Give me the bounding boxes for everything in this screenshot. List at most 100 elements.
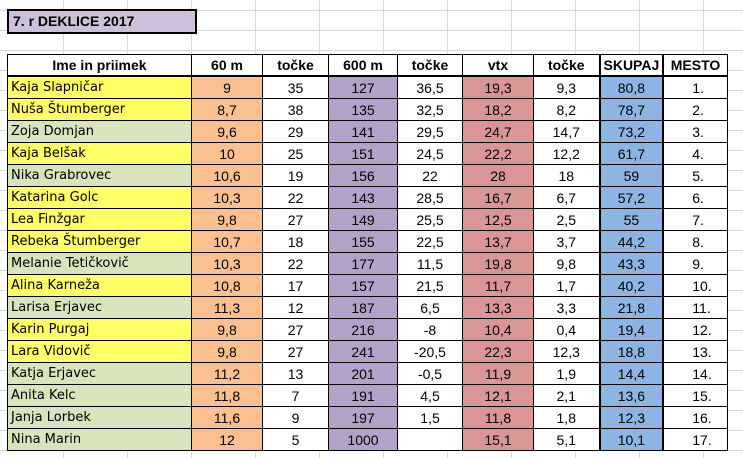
cell-skupaj[interactable]: 43,3	[598, 252, 665, 275]
cell-name[interactable]: Lara Vidovič	[7, 340, 192, 363]
cell-points-60m[interactable]: 27	[262, 208, 329, 231]
cell-points-60m[interactable]: 29	[262, 120, 329, 143]
cell-points-60m[interactable]: 27	[262, 318, 329, 341]
cell-points-60m[interactable]: 12	[262, 296, 329, 319]
cell-points-60m[interactable]: 22	[262, 252, 329, 275]
cell-60m[interactable]: 11,8	[191, 384, 263, 407]
cell-points-vtx[interactable]: 9,3	[533, 75, 600, 99]
cell-60m[interactable]: 12	[191, 428, 263, 451]
cell-vtx[interactable]: 12,5	[462, 208, 534, 231]
cell-points-vtx[interactable]: 3,3	[533, 296, 600, 319]
cell-vtx[interactable]: 22,2	[462, 142, 534, 165]
cell-60m[interactable]: 9,8	[191, 340, 263, 363]
cell-points-vtx[interactable]: 1,9	[533, 362, 600, 385]
cell-skupaj[interactable]: 78,7	[598, 98, 665, 121]
cell-mesto[interactable]: 14.	[662, 362, 728, 385]
header-name[interactable]: Ime in priimek	[7, 54, 192, 77]
cell-name[interactable]: Janja Lorbek	[7, 406, 192, 429]
cell-skupaj[interactable]: 55	[598, 208, 665, 231]
cell-skupaj[interactable]: 14,4	[598, 362, 665, 385]
cell-mesto[interactable]: 1.	[662, 75, 728, 99]
cell-60m[interactable]: 9,6	[191, 120, 263, 143]
cell-60m[interactable]: 9	[191, 75, 263, 99]
cell-skupaj[interactable]: 40,2	[598, 274, 665, 297]
cell-points-vtx[interactable]: 2,1	[533, 384, 600, 407]
cell-points-600m[interactable]: -20,5	[397, 340, 463, 363]
cell-mesto[interactable]: 10.	[662, 274, 728, 297]
cell-600m[interactable]: 156	[328, 164, 398, 187]
cell-points-600m[interactable]: 36,5	[397, 75, 463, 99]
cell-skupaj[interactable]: 73,2	[598, 120, 665, 143]
cell-600m[interactable]: 1000	[328, 428, 398, 451]
cell-points-600m[interactable]: 22	[397, 164, 463, 187]
cell-60m[interactable]: 10,6	[191, 164, 263, 187]
cell-points-60m[interactable]: 25	[262, 142, 329, 165]
cell-vtx[interactable]: 11,7	[462, 274, 534, 297]
cell-mesto[interactable]: 6.	[662, 186, 728, 209]
cell-600m[interactable]: 149	[328, 208, 398, 231]
cell-points-600m[interactable]: 1,5	[397, 406, 463, 429]
cell-vtx[interactable]: 19,8	[462, 252, 534, 275]
cell-name[interactable]: Nuša Štumberger	[7, 98, 192, 121]
cell-mesto[interactable]: 7.	[662, 208, 728, 231]
cell-60m[interactable]: 11,6	[191, 406, 263, 429]
cell-points-600m[interactable]: 22,5	[397, 230, 463, 253]
cell-points-600m[interactable]	[397, 428, 463, 451]
cell-mesto[interactable]: 5.	[662, 164, 728, 187]
cell-points-600m[interactable]: 4,5	[397, 384, 463, 407]
cell-points-vtx[interactable]: 1,7	[533, 274, 600, 297]
cell-60m[interactable]: 10,8	[191, 274, 263, 297]
cell-600m[interactable]: 197	[328, 406, 398, 429]
cell-name[interactable]: Kaja Belšak	[7, 142, 192, 165]
header-points-60m[interactable]: točke	[262, 54, 329, 77]
cell-points-60m[interactable]: 19	[262, 164, 329, 187]
cell-vtx[interactable]: 11,8	[462, 406, 534, 429]
cell-600m[interactable]: 135	[328, 98, 398, 121]
header-skupaj[interactable]: SKUPAJ	[598, 54, 665, 77]
cell-name[interactable]: Melanie Tetičkovič	[7, 252, 192, 275]
cell-mesto[interactable]: 4.	[662, 142, 728, 165]
cell-vtx[interactable]: 12,1	[462, 384, 534, 407]
cell-points-600m[interactable]: 24,5	[397, 142, 463, 165]
cell-points-60m[interactable]: 13	[262, 362, 329, 385]
cell-name[interactable]: Rebeka Štumberger	[7, 230, 192, 253]
cell-points-vtx[interactable]: 12,3	[533, 340, 600, 363]
cell-600m[interactable]: 143	[328, 186, 398, 209]
cell-vtx[interactable]: 28	[462, 164, 534, 187]
sheet-title[interactable]: 7. r DEKLICE 2017	[7, 9, 197, 34]
cell-vtx[interactable]: 16,7	[462, 186, 534, 209]
cell-60m[interactable]: 10,3	[191, 186, 263, 209]
cell-mesto[interactable]: 13.	[662, 340, 728, 363]
cell-points-vtx[interactable]: 14,7	[533, 120, 600, 143]
cell-skupaj[interactable]: 44,2	[598, 230, 665, 253]
cell-vtx[interactable]: 22,3	[462, 340, 534, 363]
cell-points-vtx[interactable]: 0,4	[533, 318, 600, 341]
cell-skupaj[interactable]: 13,6	[598, 384, 665, 407]
cell-vtx[interactable]: 10,4	[462, 318, 534, 341]
cell-points-60m[interactable]: 18	[262, 230, 329, 253]
cell-name[interactable]: Nika Grabrovec	[7, 164, 192, 187]
cell-points-vtx[interactable]: 18	[533, 164, 600, 187]
cell-mesto[interactable]: 9.	[662, 252, 728, 275]
cell-points-vtx[interactable]: 3,7	[533, 230, 600, 253]
cell-mesto[interactable]: 15.	[662, 384, 728, 407]
cell-name[interactable]: Nina Marin	[7, 428, 192, 451]
cell-points-60m[interactable]: 38	[262, 98, 329, 121]
cell-name[interactable]: Karin Purgaj	[7, 318, 192, 341]
cell-skupaj[interactable]: 12,3	[598, 406, 665, 429]
cell-600m[interactable]: 127	[328, 75, 398, 99]
cell-vtx[interactable]: 13,7	[462, 230, 534, 253]
cell-vtx[interactable]: 11,9	[462, 362, 534, 385]
cell-mesto[interactable]: 3.	[662, 120, 728, 143]
cell-points-60m[interactable]: 9	[262, 406, 329, 429]
cell-points-600m[interactable]: -0,5	[397, 362, 463, 385]
cell-name[interactable]: Zoja Domjan	[7, 120, 192, 143]
cell-vtx[interactable]: 19,3	[462, 75, 534, 99]
cell-skupaj[interactable]: 61,7	[598, 142, 665, 165]
cell-mesto[interactable]: 17.	[662, 428, 728, 451]
cell-points-60m[interactable]: 17	[262, 274, 329, 297]
cell-points-600m[interactable]: -8	[397, 318, 463, 341]
header-points-600m[interactable]: točke	[397, 54, 463, 77]
cell-points-600m[interactable]: 21,5	[397, 274, 463, 297]
cell-600m[interactable]: 155	[328, 230, 398, 253]
